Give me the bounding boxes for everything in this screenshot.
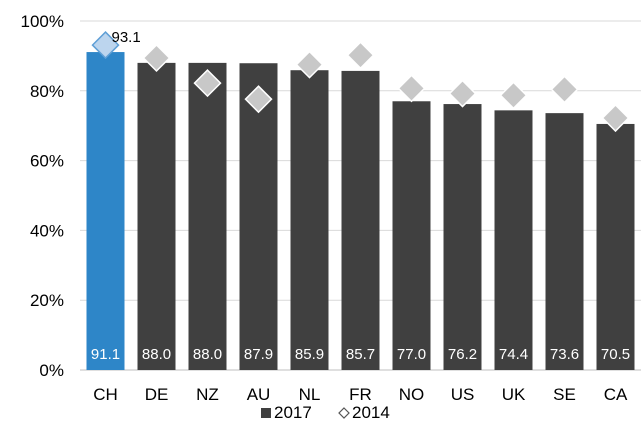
x-category-label: US <box>451 385 475 404</box>
legend: 2017 2014 <box>261 403 390 422</box>
bar-value-label: 76.2 <box>448 346 477 363</box>
x-category-label: AU <box>247 385 271 404</box>
marker-2014-ch <box>91 31 120 60</box>
marker-2014-nz <box>193 69 222 98</box>
bar-fr <box>341 70 380 371</box>
marker-2014-ca <box>601 103 630 133</box>
marker-2014-no <box>397 74 426 103</box>
marker-2014-au <box>244 85 273 114</box>
marker-2014-nl <box>295 50 324 79</box>
bar-value-label: 73.6 <box>550 346 579 363</box>
y-tick-label: 20% <box>30 291 64 310</box>
bar-ca <box>596 123 635 370</box>
bars-2017 <box>86 52 635 371</box>
markers-2014 <box>91 31 630 133</box>
bar-nz <box>188 62 227 370</box>
bar-value-label: 87.9 <box>244 346 273 363</box>
legend-swatch-2017 <box>261 408 271 418</box>
legend-label-2017: 2017 <box>274 403 312 422</box>
annotations: 93.1 <box>112 29 141 46</box>
bar-value-label: 77.0 <box>397 346 426 363</box>
y-tick-label: 60% <box>30 152 64 171</box>
y-tick-label: 0% <box>39 361 64 380</box>
marker-2014-se <box>550 75 579 104</box>
bar-value-label: 85.9 <box>295 346 324 363</box>
marker-2014-us <box>448 79 477 108</box>
bar-nl <box>290 70 329 371</box>
marker-2014-fr <box>346 41 375 70</box>
bar-de <box>137 62 176 370</box>
bar-se <box>545 113 584 371</box>
y-tick-label: 40% <box>30 221 64 240</box>
x-axis-categories: CH DE NZ AU NL FR NO US UK SE CA <box>93 385 628 404</box>
annotation-label: 93.1 <box>112 29 141 46</box>
bar-au <box>239 63 278 370</box>
x-category-label: FR <box>349 385 372 404</box>
y-tick-label: 80% <box>30 82 64 101</box>
bar-value-label: 85.7 <box>346 346 375 363</box>
bar-us <box>443 104 482 370</box>
bar-value-label: 74.4 <box>499 346 528 363</box>
bar-no <box>392 101 431 371</box>
bar-uk <box>494 110 533 371</box>
legend-label-2014: 2014 <box>352 403 390 422</box>
bar-ch <box>86 52 125 370</box>
bar-value-label: 91.1 <box>91 346 120 363</box>
bar-value-label: 88.0 <box>193 346 222 363</box>
legend-swatch-2014 <box>338 407 350 419</box>
x-category-label: NZ <box>196 385 219 404</box>
x-category-label: CH <box>93 385 118 404</box>
x-category-label: CA <box>604 385 628 404</box>
x-category-label: NL <box>299 385 321 404</box>
marker-2014-uk <box>499 81 528 110</box>
x-category-label: UK <box>502 385 526 404</box>
bar-value-labels: 91.1 88.0 88.0 87.9 85.9 85.7 77.0 76.2 74.4 73.6… <box>91 346 630 363</box>
x-category-label: NO <box>399 385 425 404</box>
marker-2014-de <box>142 43 171 73</box>
y-tick-label: 100% <box>21 12 64 31</box>
y-axis-ticks: 0% 20% 40% 60% 80% 100% <box>21 12 64 380</box>
x-category-label: SE <box>553 385 576 404</box>
bar-value-label: 70.5 <box>601 346 630 363</box>
x-category-label: DE <box>145 385 169 404</box>
bar-value-label: 88.0 <box>142 346 171 363</box>
